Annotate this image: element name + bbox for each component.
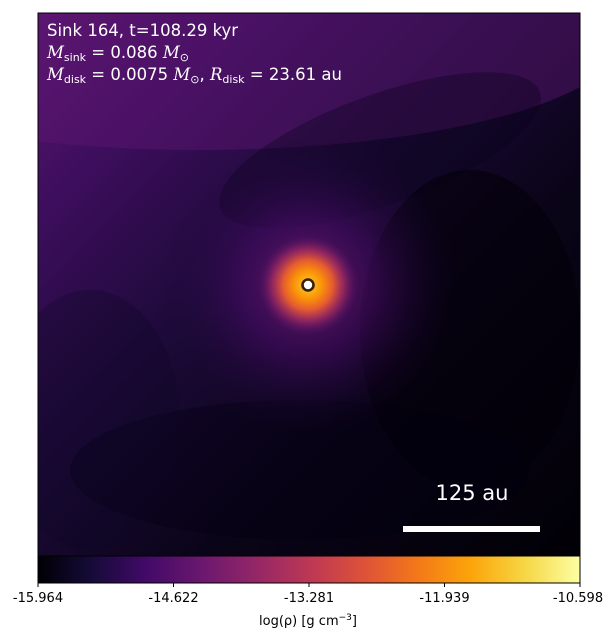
- dark-swirl-left: [38, 290, 180, 550]
- colorbar-ticks: [37, 583, 581, 587]
- solar-mass-symbol: M: [162, 43, 180, 62]
- sink-marker: [301, 278, 315, 292]
- purple-upper-band: [38, 13, 580, 150]
- disk-mass-symbol: M: [47, 65, 64, 84]
- colorbar-label-suffix: ]: [351, 614, 357, 629]
- sink-mass-symbol: M: [47, 43, 64, 62]
- scalebar-label: 125 au: [435, 481, 509, 505]
- solar-mass-symbol: M: [173, 65, 191, 84]
- colorbar-tick-label: -15.964: [12, 591, 64, 606]
- colorbar-label-exponent: −3: [338, 613, 352, 623]
- disk-properties-line: Mdisk = 0.0075 M⊙, Rdisk = 23.61 au: [47, 64, 342, 85]
- scalebar-line: [403, 526, 540, 532]
- solar-mass-subscript: ⊙: [190, 73, 200, 86]
- disk-mass-value: = 0.0075: [86, 65, 174, 84]
- colorbar: [37, 555, 581, 584]
- colorbar-label-prefix: log(ρ) [g cm: [259, 614, 339, 629]
- colorbar-tick-label: -14.622: [148, 591, 199, 606]
- sink-mass-line: Msink = 0.086 M⊙: [47, 42, 189, 63]
- disk-radius-subscript: disk: [222, 73, 245, 86]
- disk-radius-value: = 23.61 au: [244, 65, 342, 84]
- colorbar-tick-label: -13.281: [283, 591, 335, 606]
- density-image: [38, 13, 580, 556]
- disk-mass-subscript: disk: [63, 73, 87, 86]
- dark-swirl-lower: [70, 400, 530, 540]
- colorbar-tick-label: -11.939: [419, 591, 470, 606]
- separator: ,: [199, 65, 210, 84]
- colorbar-axis-label: log(ρ) [g cm−3]: [259, 613, 357, 630]
- sink-mass-subscript: sink: [63, 51, 87, 64]
- solar-mass-subscript: ⊙: [179, 51, 189, 64]
- sink-title: Sink 164, t=108.29 kyr: [47, 21, 239, 40]
- sink-mass-value: = 0.086: [86, 43, 163, 62]
- disk-radius-symbol: R: [209, 65, 223, 84]
- colorbar-tick-label: -10.598: [552, 591, 604, 606]
